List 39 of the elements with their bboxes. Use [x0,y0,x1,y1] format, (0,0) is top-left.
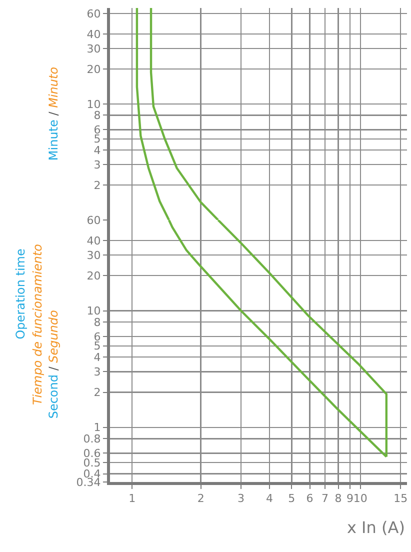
y-tick-label: 3 [94,158,101,172]
y-tick-label: 10 [86,98,101,111]
x-tick-label: 4 [266,492,274,506]
y-tick-label: 30 [86,248,101,262]
y-tick-label: 60 [86,214,101,227]
y-tick-label: 1 [94,421,101,434]
x-tick-label: 10 [353,492,368,506]
y-tick-label: 10 [86,304,101,318]
x-tick-label: 15 [394,492,408,506]
x-tick-label: 1 [128,492,136,506]
x-tick-label: 8 [334,492,342,506]
y-tick-label: 2 [94,386,101,400]
y-tick-label: 20 [86,62,101,76]
text: Second / Segundo [46,310,60,419]
y-tick-label: 3 [94,366,101,379]
y-tick-label: 20 [86,269,101,282]
y-tick-label: 4 [94,351,101,364]
y-tick-label: 30 [86,42,101,56]
x-axis-title: x In (A) [347,518,405,537]
x-tick-label: 7 [322,492,329,506]
x-tick-label: 9 [346,492,354,506]
y-axis-title: Operation time [14,248,28,340]
y-tick-label: 5 [94,132,101,146]
y-tick-label: 5 [94,340,101,353]
y-tick-label: 8 [94,316,101,329]
y-tick-label: 2 [94,178,101,192]
y-tick-label: 4 [94,144,101,157]
x-tick-label: 2 [197,492,204,506]
y-tick-label: 40 [86,28,101,41]
x-tick-label: 5 [288,492,296,506]
y-tick-label: 0.5 [83,456,101,470]
y-tick-label: 60 [86,7,101,20]
x-tick-label: 3 [238,492,245,506]
y-tick-label: 8 [94,109,101,122]
x-tick-label: 6 [306,492,314,506]
text: Minute / Minuto [46,66,61,161]
y-tick-label: 40 [86,234,101,248]
text: Tiempo de funcionamiento [30,244,44,406]
y-tick-label: 0.8 [83,432,101,446]
